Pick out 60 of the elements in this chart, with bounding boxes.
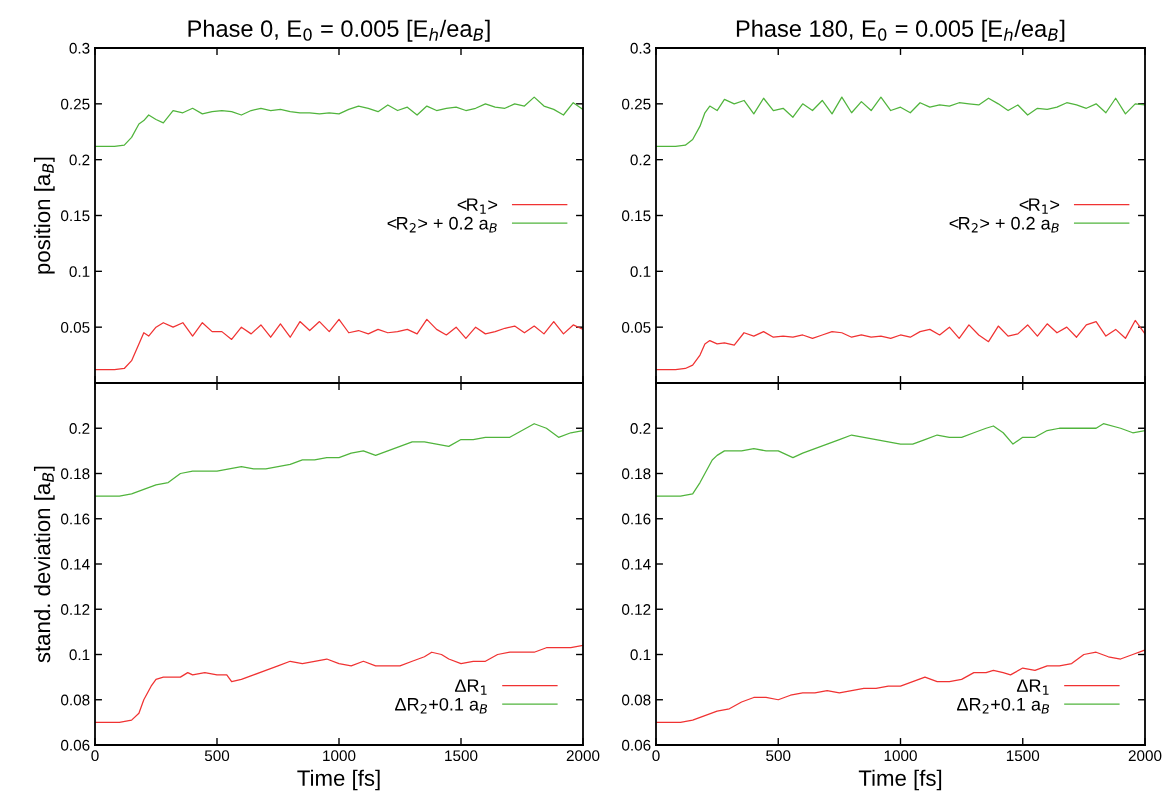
y-tick-label: 0.1 — [630, 649, 651, 661]
y-tick-label: 0.15 — [61, 210, 90, 222]
line-series — [95, 96, 583, 147]
x-tick-label: 2000 — [566, 750, 600, 762]
y-tick-label: 0.16 — [61, 513, 90, 525]
y-tick-label: 0.3 — [69, 42, 90, 54]
x-tick-label: 0 — [652, 750, 660, 762]
y-tick-label: 0.12 — [622, 604, 651, 615]
x-tick-label: 1000 — [323, 750, 356, 762]
x-tick-label: 1500 — [445, 750, 478, 762]
y-tick-label: 0.14 — [622, 558, 651, 570]
y-tick-label: 0.2 — [69, 423, 90, 434]
y-tick-label: 0.3 — [630, 42, 651, 54]
x-tick-label: 1000 — [884, 750, 917, 762]
legend-label: ΔR$_{1}$ — [1016, 679, 1049, 695]
y-tick-label: 0.05 — [622, 322, 651, 333]
y-tick-label: 0.14 — [61, 558, 90, 570]
y-tick-label: 0.08 — [622, 694, 651, 706]
x-tick-label: 1500 — [1006, 750, 1040, 762]
legend-label: ΔR$_{2}$+0.1 a$_{B}$ — [957, 697, 1050, 714]
legend-label: <R$_{1}$> — [457, 198, 498, 214]
y-tick-label: 0.2 — [630, 154, 651, 166]
y-tick-label: 0.15 — [622, 210, 651, 222]
y-tick-label: 0.1 — [630, 266, 651, 278]
line-series — [656, 96, 1145, 147]
y-tick-label: 0.2 — [630, 423, 651, 434]
chart-title: Phase 0, E$_{0}$ = 0.005 [E$_{h}$/ea$_{B}$] — [188, 19, 490, 42]
legend-label: ΔR$_{2}$+0.1 a$_{B}$ — [395, 697, 488, 714]
y-tick-label: 0.05 — [61, 322, 90, 333]
y-tick-label: 0.18 — [61, 468, 90, 480]
y-axis-title: stand. deviation [a$_{B}$] — [33, 466, 55, 663]
chart-title: Phase 180, E$_{0}$ = 0.005 [E$_{h}$/ea$_{B}$] — [736, 19, 1065, 42]
y-tick-label: 0.25 — [61, 98, 90, 110]
line-series — [95, 423, 583, 497]
x-tick-label: 0 — [91, 750, 99, 762]
y-tick-label: 0.25 — [622, 98, 651, 110]
legend-label: <R$_{2}$> + 0.2 a$_{B}$ — [949, 216, 1059, 233]
line-series — [656, 423, 1145, 497]
y-tick-label: 0.2 — [69, 154, 90, 166]
x-axis-title: Time [fs] — [297, 769, 380, 791]
legend-label: ΔR$_{1}$ — [454, 679, 487, 695]
line-series — [95, 318, 583, 371]
x-axis-title: Time [fs] — [858, 769, 942, 791]
legend-label: <R$_{1}$> — [1019, 198, 1060, 214]
y-tick-label: 0.1 — [69, 266, 90, 278]
y-tick-label: 0.06 — [61, 739, 90, 751]
y-tick-label: 0.16 — [622, 513, 651, 525]
line-series — [95, 644, 583, 723]
line-series — [656, 319, 1145, 371]
legend-label: <R$_{2}$> + 0.2 a$_{B}$ — [387, 216, 497, 233]
y-tick-label: 0.18 — [622, 468, 651, 480]
y-tick-label: 0.08 — [61, 694, 90, 706]
x-tick-label: 500 — [204, 750, 230, 762]
y-tick-label: 0.1 — [69, 649, 90, 661]
x-tick-label: 2000 — [1128, 750, 1162, 762]
x-tick-label: 500 — [766, 750, 791, 762]
y-tick-label: 0.12 — [61, 604, 90, 615]
y-axis-title: position [a$_{B}$] — [33, 157, 55, 274]
y-tick-label: 0.06 — [622, 739, 651, 751]
line-series — [656, 649, 1145, 723]
